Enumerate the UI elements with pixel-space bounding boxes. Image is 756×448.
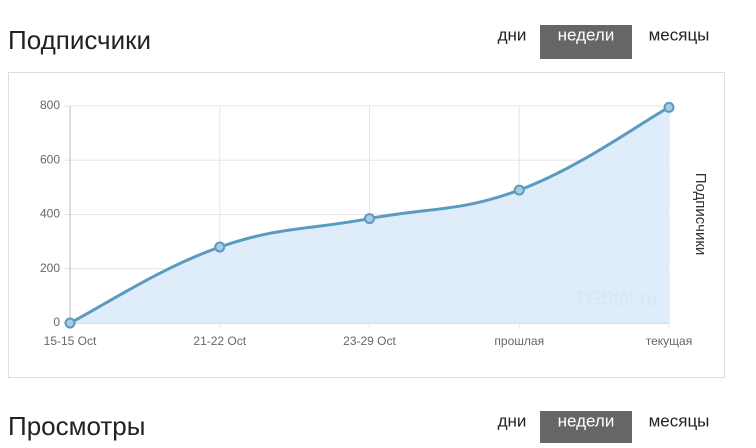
point bbox=[364, 213, 375, 225]
x-tick-label: 21-22 Oct bbox=[193, 334, 246, 348]
tab[interactable]: месяцы bbox=[649, 411, 710, 430]
x-tick-label: 15-15 Oct bbox=[44, 334, 97, 348]
tab-bg bbox=[540, 411, 632, 445]
tab[interactable]: недели bbox=[540, 411, 632, 445]
tab-label: месяцы bbox=[649, 411, 710, 430]
tab-bg bbox=[540, 25, 632, 59]
tab[interactable]: дни bbox=[498, 411, 527, 430]
tab[interactable]: дни bbox=[498, 25, 527, 44]
x-tick-label: 23-29 Oct bbox=[343, 334, 396, 348]
tab-label: месяцы bbox=[649, 25, 710, 44]
point bbox=[663, 101, 675, 113]
y-tick-label: 0 bbox=[53, 315, 60, 329]
tab-label: недели bbox=[558, 25, 615, 44]
y-tick-label: 600 bbox=[40, 152, 60, 166]
y-tick-label: 800 bbox=[40, 98, 60, 112]
tab[interactable]: месяцы bbox=[649, 25, 710, 44]
y-axis-label: Подписчики bbox=[692, 173, 709, 256]
tab-label: дни bbox=[498, 25, 527, 44]
x-tick-label: прошлая bbox=[494, 334, 544, 348]
tab-label: дни bbox=[498, 411, 527, 430]
point bbox=[513, 184, 525, 196]
tab[interactable]: недели bbox=[540, 25, 632, 59]
x-tick-label: текущая bbox=[646, 334, 692, 348]
y-tick-label: 400 bbox=[40, 207, 60, 221]
section-title: Просмотры bbox=[8, 411, 145, 441]
y-tick-label: 200 bbox=[40, 261, 60, 275]
point bbox=[64, 317, 76, 329]
tab-label: недели bbox=[558, 411, 615, 430]
section-title: Подписчики bbox=[8, 25, 151, 55]
point bbox=[214, 241, 226, 253]
area bbox=[70, 107, 669, 323]
